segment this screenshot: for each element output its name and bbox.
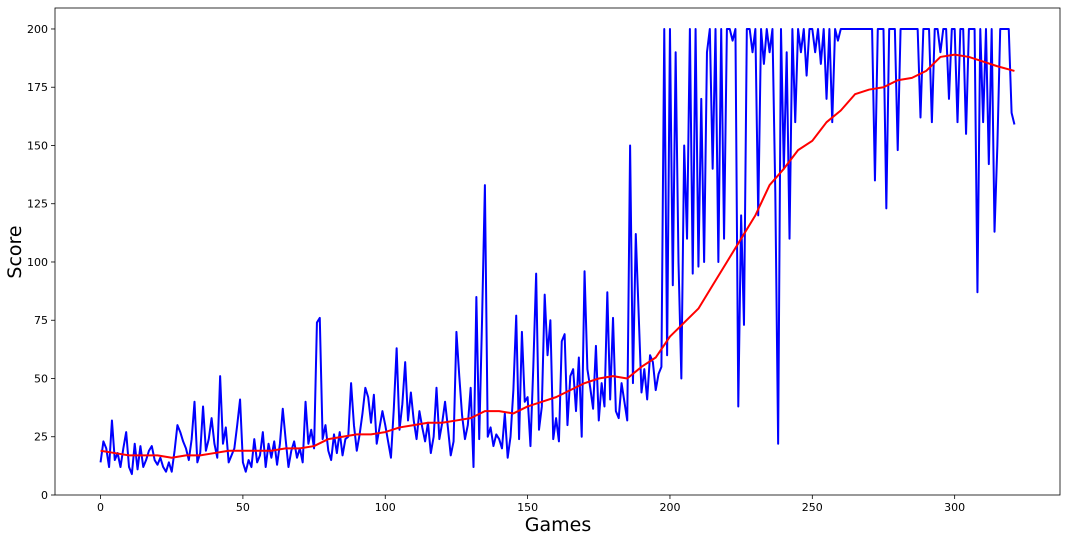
y-tick-label: 200 xyxy=(27,23,48,36)
y-tick-label: 75 xyxy=(34,314,48,327)
x-tick-label: 50 xyxy=(236,501,250,514)
series-line-score xyxy=(99,27,1016,476)
y-tick-label: 100 xyxy=(27,256,48,269)
x-axis-title: Games xyxy=(525,514,591,536)
x-tick-label: 100 xyxy=(375,501,396,514)
y-tick-label: 175 xyxy=(27,81,48,94)
x-tick-label: 0 xyxy=(97,501,104,514)
x-tick-label: 250 xyxy=(802,501,823,514)
x-tick-label: 300 xyxy=(944,501,965,514)
y-axis-title: Score xyxy=(4,225,26,278)
x-tick-label: 200 xyxy=(659,501,680,514)
series-line-running-average xyxy=(100,53,1015,459)
y-tick-label: 50 xyxy=(34,372,48,385)
y-tick-label: 0 xyxy=(41,489,48,502)
plot-frame xyxy=(54,7,1061,496)
x-tick-label: 150 xyxy=(517,501,538,514)
y-tick-label: 25 xyxy=(34,431,48,444)
x-axis: 0 50 100 150 200 250 300 xyxy=(97,495,965,514)
y-axis: 0 25 50 75 100 125 150 175 200 xyxy=(27,23,55,502)
plot-area xyxy=(54,7,1061,496)
y-tick-label: 150 xyxy=(27,139,48,152)
y-tick-label: 125 xyxy=(27,198,48,211)
